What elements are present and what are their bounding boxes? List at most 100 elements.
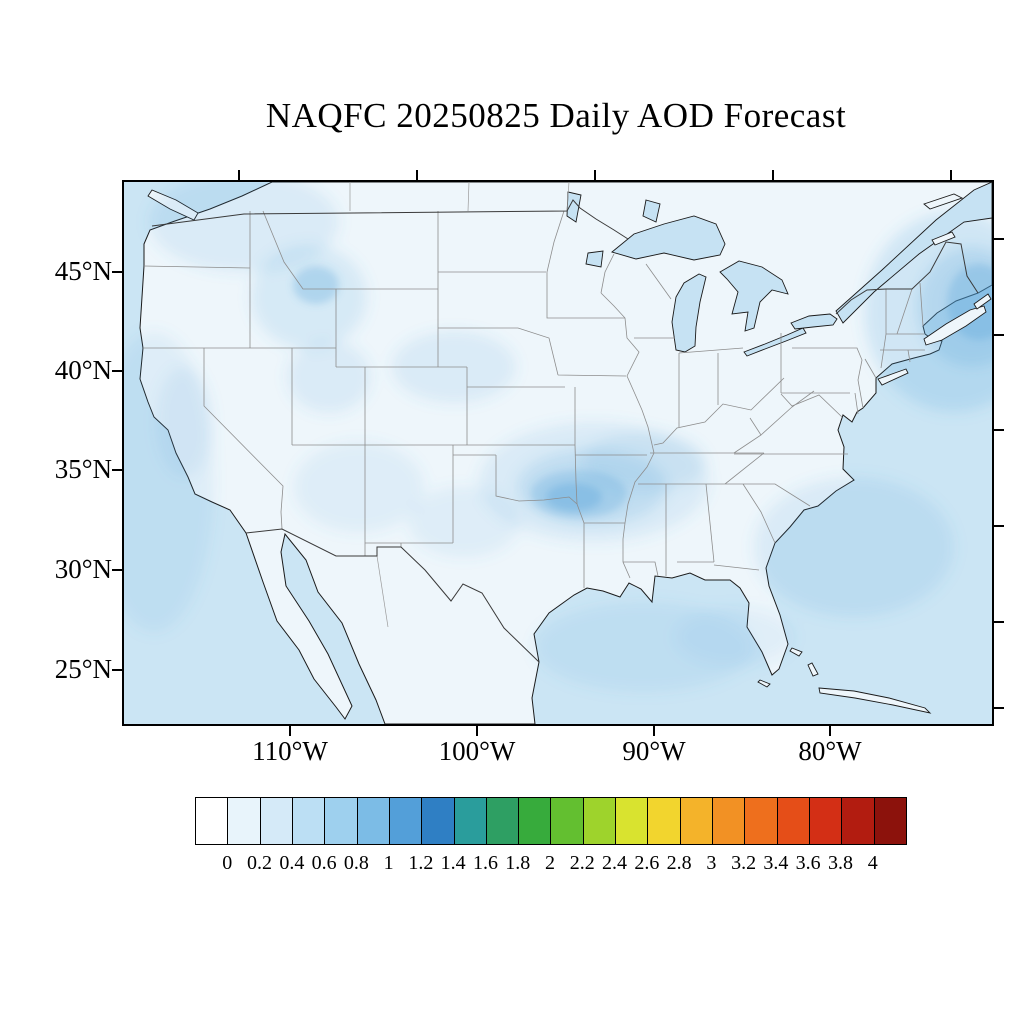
colorbar-cell (616, 798, 649, 844)
colorbar-cell (583, 798, 617, 844)
colorbar-cell (422, 798, 455, 844)
colorbar-cell (228, 798, 261, 844)
top-tick (594, 170, 596, 180)
colorbar-cell (486, 798, 520, 844)
lat-tick (112, 469, 122, 471)
colorbar-label: 3.4 (763, 852, 789, 874)
lake-michigan (671, 273, 707, 353)
andros-island (807, 662, 819, 677)
lon-label: 100°W (438, 736, 516, 766)
right-tick (994, 334, 1004, 336)
colorbar-cell (196, 798, 229, 844)
colorbar-cell (648, 798, 681, 844)
islands (757, 193, 992, 714)
page-title: NAQFC 20250825 Daily AOD Forecast (265, 96, 847, 135)
right-tick (994, 525, 1004, 527)
lat-label: 35°N (54, 454, 112, 484)
colorbar-label: 0.6 (311, 852, 337, 874)
lake-ontario (790, 313, 838, 330)
lon-label: 110°W (252, 736, 328, 766)
colorbar-label: 3.6 (795, 852, 821, 874)
colorbar-label: 2.8 (666, 852, 692, 874)
colorbar-cell (519, 798, 552, 844)
nova-scotia (923, 305, 987, 346)
colorbar (195, 797, 907, 845)
lake-superior (611, 215, 726, 261)
colorbar-cell (325, 798, 358, 844)
colorbar-cell (551, 798, 584, 844)
lake-of-the-woods (585, 250, 604, 268)
colorbar-cell (713, 798, 746, 844)
top-tick (950, 170, 952, 180)
colorbar-label: 1.2 (408, 852, 434, 874)
right-tick (994, 238, 1004, 240)
colorbar-label: 2.6 (634, 852, 660, 874)
great-lakes (566, 182, 992, 357)
us-canada-border (151, 199, 979, 315)
colorbar-label: 2.4 (602, 852, 628, 874)
right-tick (994, 707, 1004, 709)
lon-label: 90°W (622, 736, 686, 766)
lake-nipigon (642, 199, 661, 223)
colorbar-cell (777, 798, 810, 844)
colorbar-label: 1.4 (440, 852, 466, 874)
right-tick (994, 429, 1004, 431)
colorbar-cell (745, 798, 778, 844)
top-tick (238, 170, 240, 180)
colorbar-label: 1.6 (472, 852, 498, 874)
colorbar-cell (680, 798, 713, 844)
colorbar-cell (809, 798, 843, 844)
colorbar-label: 1 (383, 852, 394, 874)
colorbar-label: 0.4 (279, 852, 305, 874)
colorbar-label: 3 (706, 852, 717, 874)
lat-label: 25°N (54, 654, 112, 684)
us-mexico-border (245, 528, 540, 663)
lon-tick (829, 726, 831, 736)
colorbar-label: 1.8 (505, 852, 531, 874)
right-tick (994, 621, 1004, 623)
lat-label: 40°N (54, 355, 112, 385)
colorbar-label: 3.8 (827, 852, 853, 874)
forecast-map (124, 182, 992, 724)
colorbar-label: 0.8 (343, 852, 369, 874)
colorbar-cell (454, 798, 487, 844)
florida-keys (757, 679, 771, 688)
lon-label: 80°W (798, 736, 862, 766)
lat-label: 30°N (54, 554, 112, 584)
lake-huron (719, 260, 789, 332)
colorbar-label: 0 (222, 852, 233, 874)
colorbar-cell (874, 798, 906, 844)
colorbar-label: 2.2 (569, 852, 595, 874)
colorbar-label: 4 (867, 852, 878, 874)
colorbar-cell (292, 798, 326, 844)
lake-erie (743, 327, 807, 357)
colorbar-cell (260, 798, 293, 844)
colorbar-labels: 0 0.2 0.4 0.6 0.8 1 1.2 1.4 1.6 1.8 2 2.2 2.4 2.6 2.8 3… (195, 852, 905, 878)
colorbar-cell (389, 798, 423, 844)
colorbar-label: 2 (545, 852, 555, 874)
lat-tick (112, 271, 122, 273)
colorbar-cell (357, 798, 390, 844)
map-plot-frame: 45°N 40°N 35°N 30°N 25°N 110°W 100°W 90°W 80°W (55, 170, 1004, 766)
state-boundaries (143, 182, 925, 628)
colorbar-cell (842, 798, 875, 844)
lat-tick (112, 569, 122, 571)
lon-tick (289, 726, 291, 736)
colorbar-label: 0.2 (247, 852, 273, 874)
lat-tick (112, 370, 122, 372)
colorbar-label: 3.2 (731, 852, 757, 874)
anticosti-island (923, 193, 964, 210)
bahamas (789, 647, 803, 657)
long-island (877, 368, 909, 386)
cuba (818, 687, 932, 714)
top-tick (772, 170, 774, 180)
national-borders (151, 199, 979, 663)
lat-tick (112, 669, 122, 671)
st-lawrence (835, 182, 992, 324)
lon-tick (653, 726, 655, 736)
lon-tick (476, 726, 478, 736)
cape-breton (973, 293, 992, 310)
lat-label: 45°N (54, 256, 112, 286)
top-tick (416, 170, 418, 180)
prince-edward-island (931, 231, 956, 246)
